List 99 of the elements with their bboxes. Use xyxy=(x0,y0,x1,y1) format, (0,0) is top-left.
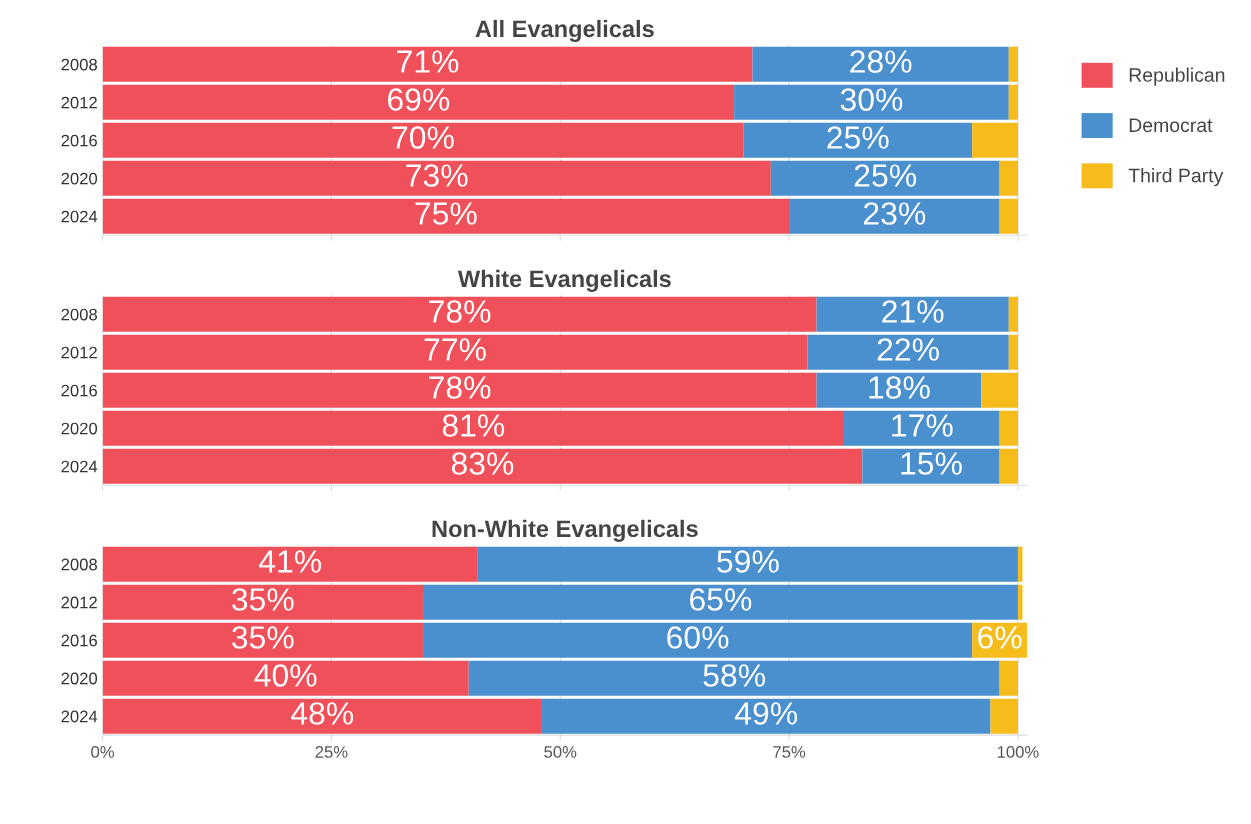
bar xyxy=(422,622,973,658)
bar xyxy=(1008,296,1018,332)
data-label: 41% xyxy=(258,550,322,573)
bar xyxy=(102,84,735,120)
bar xyxy=(770,160,1000,196)
y-tick-label: 2012 xyxy=(61,96,97,109)
y-tick-label: 2016 xyxy=(61,634,97,647)
bar xyxy=(734,84,1009,120)
data-label: 49% xyxy=(734,702,798,725)
data-label: 22% xyxy=(877,338,939,361)
legend-label: Third Party xyxy=(1128,168,1224,187)
bar xyxy=(789,198,1000,234)
data-label: 25% xyxy=(854,164,917,187)
y-tick-label: 2016 xyxy=(61,134,97,147)
bar xyxy=(999,410,1018,446)
bar xyxy=(743,122,973,158)
data-label: 71% xyxy=(397,50,459,73)
y-tick-label: 2024 xyxy=(61,710,98,723)
chart-title: All Evangelicals xyxy=(475,19,654,42)
bar xyxy=(477,546,1018,582)
data-label: 25% xyxy=(827,126,889,149)
bar xyxy=(102,660,469,696)
bar xyxy=(999,660,1018,696)
data-label: 15% xyxy=(901,452,962,475)
data-label: 30% xyxy=(840,88,903,111)
data-label: 70% xyxy=(392,126,454,149)
bar xyxy=(816,296,1009,332)
bar xyxy=(422,584,1018,620)
y-tick-label: 2012 xyxy=(61,346,97,359)
bar xyxy=(999,198,1018,234)
bar xyxy=(807,334,1009,370)
x-tick-label: 25% xyxy=(315,746,348,758)
bar xyxy=(102,584,423,620)
bar xyxy=(990,698,1018,734)
data-label: 35% xyxy=(232,626,294,649)
bar xyxy=(981,372,1018,408)
chart-title: White Evangelicals xyxy=(457,269,671,292)
data-label: 73% xyxy=(406,164,468,187)
bar xyxy=(999,160,1018,196)
bar xyxy=(862,448,1000,484)
bar xyxy=(102,296,817,332)
bar xyxy=(102,160,771,196)
bar xyxy=(999,448,1018,484)
y-tick-label: 2008 xyxy=(61,58,97,71)
data-label: 75% xyxy=(415,202,477,225)
legend-label: Republican xyxy=(1129,67,1225,86)
data-label: 65% xyxy=(690,588,752,611)
y-tick-label: 2020 xyxy=(61,422,98,435)
legend-label: Democrat xyxy=(1129,118,1213,133)
bar xyxy=(102,122,744,158)
bar xyxy=(102,410,844,446)
y-tick-label: 2012 xyxy=(61,596,97,609)
x-tick-label: 50% xyxy=(544,746,577,758)
bar xyxy=(1008,46,1018,82)
bar xyxy=(541,698,991,734)
bar xyxy=(752,46,1009,82)
data-label: 28% xyxy=(850,50,912,73)
bar xyxy=(972,122,1018,158)
y-tick-label: 2024 xyxy=(61,460,98,473)
x-tick-label: 100% xyxy=(997,746,1039,758)
chart-title: Non-White Evangelicals xyxy=(432,519,698,542)
data-label: 78% xyxy=(429,300,491,323)
data-label: 6% xyxy=(978,626,1022,649)
y-tick-label: 2016 xyxy=(61,384,97,397)
bar xyxy=(102,622,423,658)
data-label: 60% xyxy=(667,626,729,649)
bar xyxy=(102,546,478,582)
bar xyxy=(816,372,982,408)
bar xyxy=(1008,334,1018,370)
y-tick-label: 2024 xyxy=(61,210,98,223)
x-tick-label: 0% xyxy=(91,746,115,758)
bar xyxy=(102,698,542,734)
data-label: 48% xyxy=(291,702,354,725)
data-label: 18% xyxy=(869,376,930,399)
y-tick-label: 2008 xyxy=(61,558,97,571)
data-label: 81% xyxy=(442,414,505,437)
bar xyxy=(468,660,1000,696)
bar xyxy=(102,46,753,82)
data-label: 69% xyxy=(388,88,450,111)
y-tick-label: 2020 xyxy=(61,672,98,685)
data-label: 58% xyxy=(703,664,765,687)
data-label: 21% xyxy=(882,300,944,323)
data-label: 23% xyxy=(863,202,926,225)
data-label: 77% xyxy=(424,338,486,361)
y-tick-label: 2020 xyxy=(61,172,98,185)
x-tick-label: 75% xyxy=(773,746,806,758)
data-label: 78% xyxy=(429,376,491,399)
bar xyxy=(844,410,1000,446)
bar xyxy=(102,372,817,408)
data-label: 59% xyxy=(717,550,779,573)
bar xyxy=(102,334,808,370)
data-label: 83% xyxy=(451,452,514,475)
bar xyxy=(102,448,863,484)
bar xyxy=(1008,84,1018,120)
y-tick-label: 2008 xyxy=(61,308,97,321)
data-label: 40% xyxy=(254,664,317,687)
data-label: 35% xyxy=(232,588,294,611)
bar xyxy=(102,198,790,234)
data-label: 17% xyxy=(892,414,953,437)
